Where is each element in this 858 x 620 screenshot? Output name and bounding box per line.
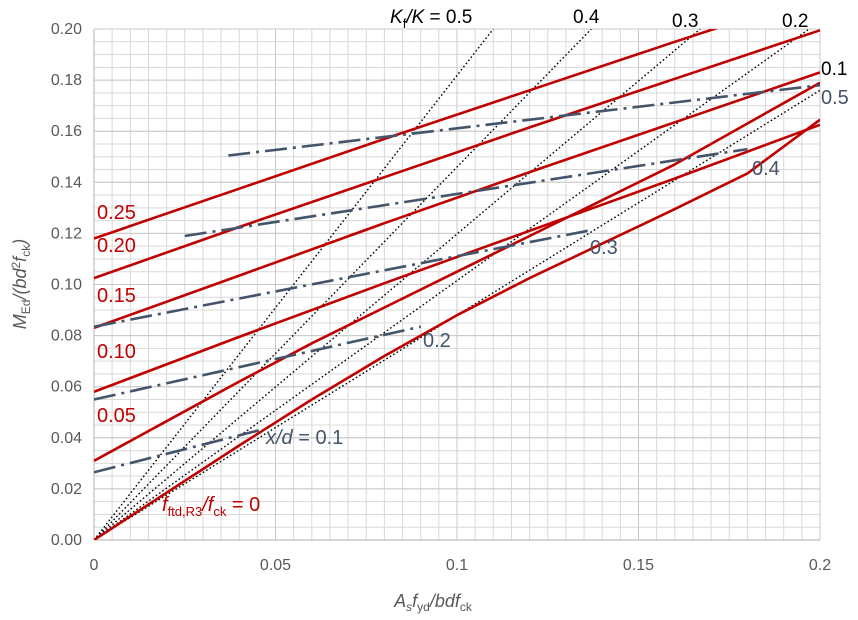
x-axis-title: Asfyd/bdfck [393, 591, 473, 614]
ratio-label-03: 0.3 [672, 11, 698, 32]
depth-label-01: x/d = 0.1 [265, 427, 343, 449]
fiber-label-005: 0.05 [97, 405, 136, 427]
fiber-curve [94, 118, 820, 540]
fiber-curve [94, 29, 719, 240]
ratio-line [94, 29, 592, 540]
depth-line [94, 427, 265, 474]
y-tick-label: 0.12 [51, 225, 82, 242]
depth-labels: x/d = 0.1 0.2 0.3 0.4 0.5 [265, 87, 849, 449]
depth-label-02: 0.2 [423, 330, 451, 352]
depth-lines [94, 83, 820, 474]
y-tick-label: 0.20 [51, 21, 82, 38]
y-tick-label: 0.02 [51, 481, 82, 498]
y-tick-label: 0.06 [51, 379, 82, 396]
fiber-label-zero: fftd,R3/fck = 0 [162, 494, 260, 519]
ratio-labels: Kf/K = 0.5 0.4 0.3 0.2 0.1 [390, 7, 847, 80]
x-tick-label: 0.1 [446, 557, 468, 574]
ratio-line [94, 29, 701, 540]
depth-line [228, 83, 820, 157]
depth-line [94, 229, 588, 328]
fiber-curve [94, 71, 820, 330]
ratio-line [94, 29, 494, 540]
fiber-curves [94, 29, 820, 540]
x-tick-label: 0 [90, 557, 99, 574]
y-tick-label: 0.14 [51, 174, 82, 191]
depth-label-05: 0.5 [821, 87, 849, 109]
ratio-line [94, 29, 810, 540]
x-tick-label: 0.2 [809, 557, 831, 574]
plot-lines [94, 29, 820, 540]
ratio-label-02: 0.2 [782, 11, 808, 32]
ratio-label-01: 0.1 [821, 59, 847, 80]
depth-line [184, 147, 748, 238]
ratio-label-04: 0.4 [573, 7, 600, 28]
depth-label-03: 0.3 [590, 237, 618, 259]
x-tick-label: 0.15 [623, 557, 654, 574]
x-tick-label: 0.05 [260, 557, 291, 574]
fiber-curve [94, 81, 820, 462]
y-tick-label: 0.04 [51, 430, 82, 447]
grid-lines [93, 28, 821, 541]
fiber-curve [94, 123, 820, 394]
y-tick-label: 0.00 [51, 532, 82, 549]
fiber-labels: 0.25 0.20 0.15 0.10 0.05 fftd,R3/fck = 0 [97, 202, 260, 519]
depth-label-04: 0.4 [752, 158, 780, 180]
fiber-curve [94, 29, 820, 280]
y-tick-label: 0.18 [51, 72, 82, 89]
fiber-label-010: 0.10 [97, 341, 136, 363]
fiber-label-025: 0.25 [97, 202, 136, 224]
fiber-label-015: 0.15 [97, 285, 136, 307]
y-tick-label: 0.10 [51, 277, 82, 294]
ratio-lines [94, 29, 820, 540]
y-tick-label: 0.08 [51, 328, 82, 345]
y-axis-title: MEd/(bd2fck) [9, 239, 33, 329]
x-tick-labels: 0 0.05 0.1 0.15 0.2 [90, 557, 832, 574]
y-tick-labels: 0.00 0.02 0.04 0.06 0.08 0.10 0.12 0.14 0.16 0.18… [51, 21, 82, 549]
y-tick-label: 0.16 [51, 123, 82, 140]
ratio-label-05: Kf/K = 0.5 [390, 7, 472, 31]
fiber-label-020: 0.20 [97, 235, 136, 257]
depth-line [94, 325, 421, 401]
